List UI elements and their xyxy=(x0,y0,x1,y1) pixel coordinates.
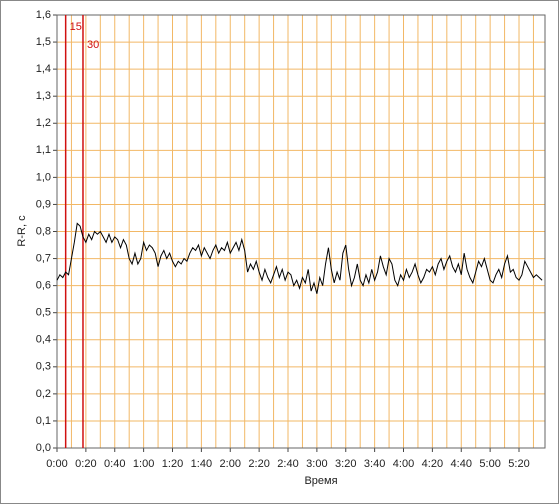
x-tick-label: 3:40 xyxy=(364,458,385,470)
y-tick-label: 0,8 xyxy=(36,225,51,237)
x-tick-label: 3:20 xyxy=(335,458,356,470)
y-tick-label: 1,1 xyxy=(36,144,51,156)
y-tick-label: 1,0 xyxy=(36,171,51,183)
x-tick-label: 2:20 xyxy=(248,458,269,470)
y-tick-label: 1,5 xyxy=(36,36,51,48)
marker-label: 15 xyxy=(70,21,82,33)
x-tick-label: 0:20 xyxy=(75,458,96,470)
x-tick-label: 4:00 xyxy=(393,458,414,470)
y-tick-label: 1,3 xyxy=(36,90,51,102)
y-tick-label: 0,3 xyxy=(36,361,51,373)
y-tick-label: 0,0 xyxy=(36,442,51,454)
x-tick-label: 5:20 xyxy=(508,458,529,470)
x-tick-label: 0:40 xyxy=(104,458,125,470)
y-tick-label: 0,2 xyxy=(36,388,51,400)
x-tick-label: 5:00 xyxy=(479,458,500,470)
x-axis-label: Время xyxy=(304,475,337,487)
y-tick-label: 1,2 xyxy=(36,117,51,129)
x-tick-label: 3:00 xyxy=(306,458,327,470)
y-tick-label: 0,9 xyxy=(36,198,51,210)
data-line xyxy=(56,222,543,294)
y-tick-label: 0,1 xyxy=(36,415,51,427)
x-tick-label: 4:40 xyxy=(451,458,472,470)
y-tick-label: 1,6 xyxy=(36,9,51,21)
x-tick-label: 2:00 xyxy=(220,458,241,470)
x-tick-label: 2:40 xyxy=(277,458,298,470)
y-axis-label: R-R, с xyxy=(16,215,28,247)
x-tick-label: 1:20 xyxy=(162,458,183,470)
x-tick-label: 0:00 xyxy=(46,458,67,470)
x-tick-label: 1:00 xyxy=(133,458,154,470)
y-tick-label: 0,6 xyxy=(36,280,51,292)
x-tick-label: 1:40 xyxy=(191,458,212,470)
marker-label: 30 xyxy=(87,39,99,51)
y-tick-label: 1,4 xyxy=(36,63,51,75)
y-tick-label: 0,7 xyxy=(36,252,51,264)
x-tick-label: 4:20 xyxy=(422,458,443,470)
y-tick-label: 0,4 xyxy=(36,334,51,346)
y-tick-label: 0,5 xyxy=(36,307,51,319)
plot-border xyxy=(56,14,546,449)
